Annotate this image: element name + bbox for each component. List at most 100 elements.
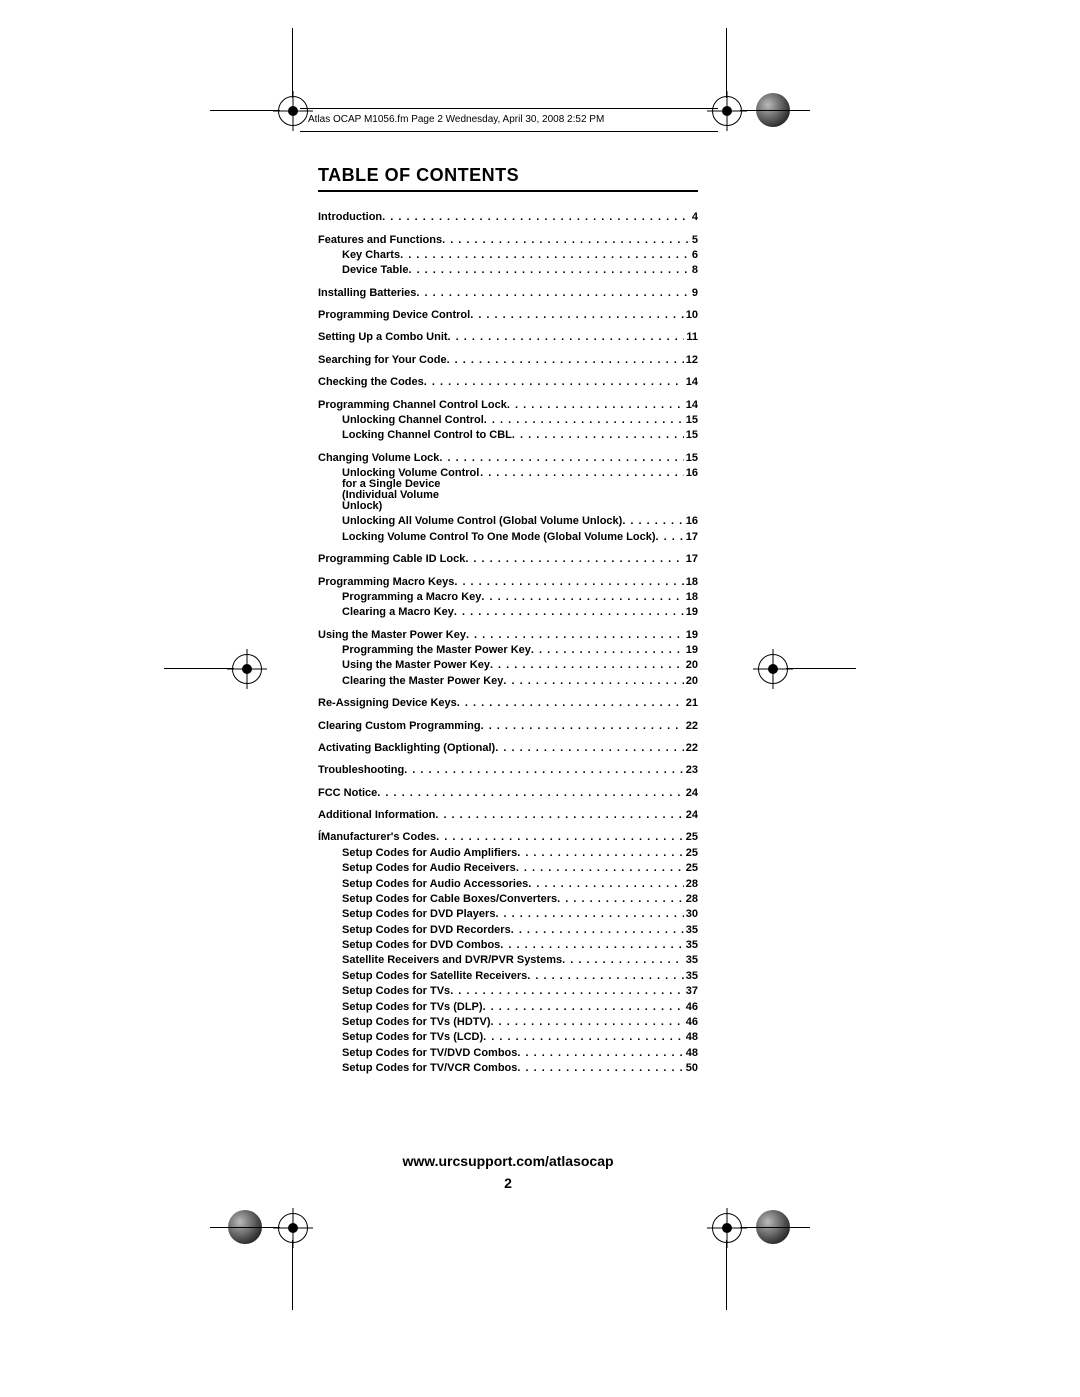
toc-entry-label: Programming Device Control bbox=[318, 310, 470, 321]
toc-entry-page: 35 bbox=[684, 971, 698, 982]
crop-line bbox=[292, 1240, 293, 1310]
toc-list: Introduction4Features and Functions5Key … bbox=[318, 210, 698, 1076]
reg-mark-bottom-right bbox=[712, 1213, 742, 1243]
toc-leader-dots bbox=[447, 355, 684, 366]
toc-entry-page: 19 bbox=[684, 645, 698, 656]
toc-entry-label: Setup Codes for DVD Players bbox=[342, 909, 495, 920]
toc-entry-label: Setup Codes for Audio Receivers bbox=[342, 863, 516, 874]
toc-leader-dots bbox=[531, 645, 684, 656]
page-header-bar: Atlas OCAP M1056.fm Page 2 Wednesday, Ap… bbox=[300, 108, 718, 132]
toc-entry-page: 22 bbox=[684, 721, 698, 732]
toc-entry-page: 19 bbox=[684, 630, 698, 641]
toc-entry: ÍManufacturer's Codes25 bbox=[318, 830, 698, 845]
toc-entry-page: 37 bbox=[684, 986, 698, 997]
toc-entry-label: Device Table bbox=[342, 265, 408, 276]
toc-entry-page: 8 bbox=[690, 265, 698, 276]
toc-entry-label: Setup Codes for TVs bbox=[342, 986, 450, 997]
toc-entry: Clearing a Macro Key19 bbox=[318, 605, 698, 620]
toc-entry-label: Programming Channel Control Lock bbox=[318, 400, 507, 411]
toc-entry: Unlocking Channel Control15 bbox=[318, 413, 698, 428]
toc-leader-dots bbox=[442, 235, 690, 246]
toc-entry-page: 17 bbox=[684, 554, 698, 565]
toc-entry-page: 20 bbox=[684, 660, 698, 671]
toc-entry-label: Setup Codes for DVD Combos bbox=[342, 940, 500, 951]
toc-entry-label: Features and Functions bbox=[318, 235, 442, 246]
toc-entry-page: 20 bbox=[684, 676, 698, 687]
toc-entry-page: 15 bbox=[684, 453, 698, 464]
toc-entry-page: 50 bbox=[684, 1063, 698, 1074]
toc-leader-dots bbox=[382, 212, 690, 223]
toc-entry: Activating Backlighting (Optional) 22 bbox=[318, 741, 698, 756]
toc-entry: Setup Codes for DVD Players 30 bbox=[318, 907, 698, 922]
toc-leader-dots bbox=[507, 400, 684, 411]
toc-leader-dots bbox=[484, 415, 684, 426]
toc-leader-dots bbox=[435, 810, 683, 821]
toc-entry-page: 19 bbox=[684, 607, 698, 618]
toc-entry-label: Introduction bbox=[318, 212, 382, 223]
toc-entry: Additional Information24 bbox=[318, 808, 698, 823]
toc-entry: Clearing Custom Programming 22 bbox=[318, 718, 698, 733]
toc-entry-label: Setup Codes for DVD Recorders bbox=[342, 925, 511, 936]
toc-entry: Setup Codes for Satellite Receivers35 bbox=[318, 969, 698, 984]
toc-entry: Re-Assigning Device Keys21 bbox=[318, 696, 698, 711]
toc-entry: Programming a Macro Key18 bbox=[318, 590, 698, 605]
crop-line bbox=[210, 110, 280, 111]
toc-entry-page: 28 bbox=[684, 894, 698, 905]
toc-entry-page: 4 bbox=[690, 212, 698, 223]
toc-leader-dots bbox=[408, 265, 689, 276]
toc-entry-label: Setup Codes for Audio Amplifiers bbox=[342, 848, 517, 859]
toc-entry-label: Satellite Receivers and DVR/PVR Systems bbox=[342, 955, 562, 966]
toc-entry: Setup Codes for Audio Accessories28 bbox=[318, 876, 698, 891]
toc-entry-page: 48 bbox=[684, 1032, 698, 1043]
toc-leader-dots bbox=[495, 743, 684, 754]
toc-leader-dots bbox=[483, 1032, 684, 1043]
toc-entry-page: 18 bbox=[684, 592, 698, 603]
toc-entry-label: Unlocking Channel Control bbox=[342, 415, 484, 426]
toc-entry-page: 25 bbox=[684, 863, 698, 874]
toc-entry: Key Charts6 bbox=[318, 248, 698, 263]
toc-entry: Clearing the Master Power Key 20 bbox=[318, 674, 698, 689]
crop-line bbox=[740, 110, 810, 111]
footer-url: www.urcsupport.com/atlasocap bbox=[318, 1153, 698, 1169]
toc-entry: Programming Device Control10 bbox=[318, 308, 698, 323]
toc-leader-dots bbox=[450, 986, 684, 997]
toc-entry-label: Clearing Custom Programming bbox=[318, 721, 481, 732]
toc-entry-label: Setup Codes for TVs (HDTV) bbox=[342, 1017, 491, 1028]
toc-entry: Locking Channel Control to CBL15 bbox=[318, 428, 698, 443]
toc-leader-dots bbox=[465, 554, 683, 565]
toc-entry-page: 28 bbox=[684, 879, 698, 890]
toc-entry-page: 9 bbox=[690, 288, 698, 299]
toc-entry-page: 16 bbox=[684, 516, 698, 527]
toc-entry-label: Key Charts bbox=[342, 250, 400, 261]
toc-entry: Programming Macro Keys18 bbox=[318, 574, 698, 589]
toc-entry-label: Changing Volume Lock bbox=[318, 453, 439, 464]
toc-entry: Using the Master Power Key 20 bbox=[318, 658, 698, 673]
reg-mark-bottom-left bbox=[278, 1213, 308, 1243]
toc-entry-page: 17 bbox=[684, 532, 698, 543]
toc-entry-page: 35 bbox=[684, 955, 698, 966]
toc-entry-label: Setting Up a Combo Unit bbox=[318, 332, 448, 343]
toc-entry-label: Checking the Codes bbox=[318, 377, 424, 388]
toc-leader-dots bbox=[481, 721, 684, 732]
toc-entry-page: 48 bbox=[684, 1048, 698, 1059]
toc-leader-dots bbox=[439, 453, 683, 464]
footer-page-number: 2 bbox=[318, 1175, 698, 1191]
toc-entry-label: Activating Backlighting (Optional) bbox=[318, 743, 495, 754]
toc-leader-dots bbox=[503, 676, 683, 687]
toc-entry-label: Locking Volume Control To One Mode (Glob… bbox=[342, 532, 656, 543]
toc-entry-page: 30 bbox=[684, 909, 698, 920]
toc-entry: Introduction 4 bbox=[318, 210, 698, 225]
toc-entry: Locking Volume Control To One Mode (Glob… bbox=[318, 530, 698, 545]
toc-entry-page: 22 bbox=[684, 743, 698, 754]
toc-entry-label: Using the Master Power Key bbox=[342, 660, 490, 671]
toc-entry: Satellite Receivers and DVR/PVR Systems 3… bbox=[318, 953, 698, 968]
toc-entry: Setup Codes for TV/VCR Combos50 bbox=[318, 1061, 698, 1076]
crop-line bbox=[726, 1240, 727, 1310]
toc-entry-page: 25 bbox=[684, 832, 698, 843]
toc-entry-label: Clearing the Master Power Key bbox=[342, 676, 503, 687]
toc-leader-dots bbox=[622, 516, 683, 527]
toc-entry-page: 24 bbox=[684, 788, 698, 799]
toc-leader-dots bbox=[512, 430, 684, 441]
crop-line bbox=[210, 1227, 280, 1228]
toc-entry: Programming Cable ID Lock17 bbox=[318, 552, 698, 567]
